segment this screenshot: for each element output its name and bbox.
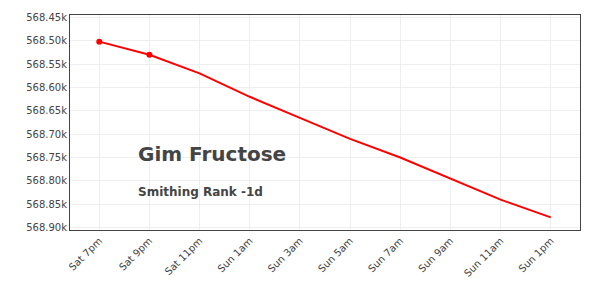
- svg-text:Sun 7am: Sun 7am: [366, 235, 405, 274]
- svg-text:568.55k: 568.55k: [26, 59, 67, 70]
- svg-text:Sun 1pm: Sun 1pm: [516, 235, 555, 274]
- svg-text:Gim Fructose: Gim Fructose: [138, 142, 286, 166]
- svg-text:Smithing Rank -1d: Smithing Rank -1d: [138, 185, 263, 199]
- svg-text:568.50k: 568.50k: [26, 35, 67, 46]
- svg-text:Sun 1am: Sun 1am: [215, 235, 254, 274]
- svg-text:568.90k: 568.90k: [26, 222, 67, 233]
- svg-text:Sat 11pm: Sat 11pm: [163, 235, 205, 277]
- svg-text:568.75k: 568.75k: [26, 152, 67, 163]
- svg-text:Sun 9am: Sun 9am: [416, 235, 455, 274]
- svg-text:568.60k: 568.60k: [26, 82, 67, 93]
- svg-text:568.85k: 568.85k: [26, 199, 67, 210]
- svg-text:568.70k: 568.70k: [26, 129, 67, 140]
- svg-text:568.80k: 568.80k: [26, 175, 67, 186]
- svg-text:568.65k: 568.65k: [26, 105, 67, 116]
- svg-text:Sun 3am: Sun 3am: [266, 235, 305, 274]
- svg-text:Sat 7pm: Sat 7pm: [67, 235, 104, 272]
- svg-text:568.45k: 568.45k: [26, 12, 67, 23]
- svg-text:Sat 9pm: Sat 9pm: [117, 235, 154, 272]
- svg-text:Sun 11am: Sun 11am: [462, 235, 506, 279]
- svg-text:Sun 5am: Sun 5am: [316, 235, 355, 274]
